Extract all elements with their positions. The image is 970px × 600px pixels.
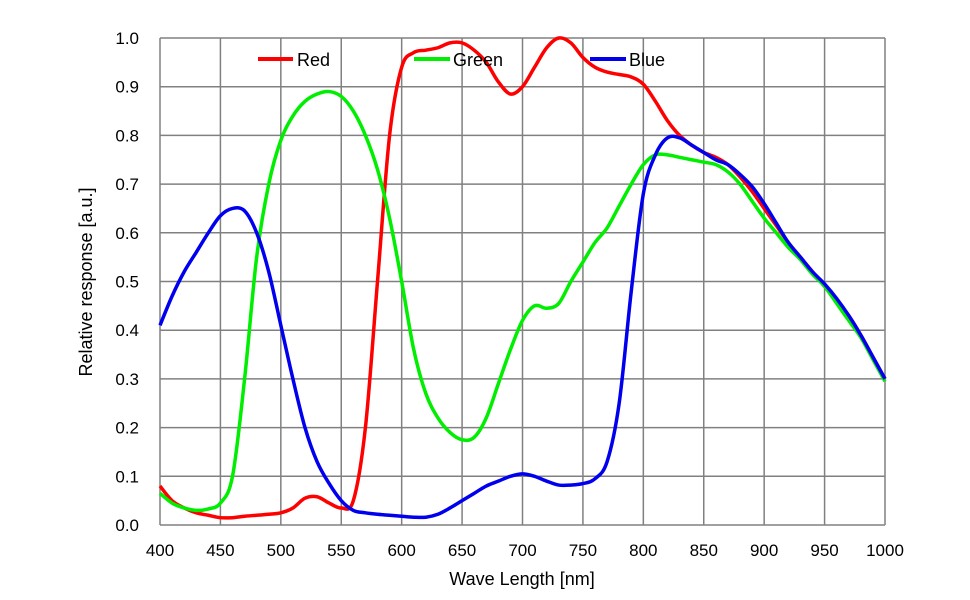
x-tick-label: 600 xyxy=(387,541,415,560)
series-line-blue xyxy=(158,134,887,520)
y-tick-label: 0.8 xyxy=(115,126,139,145)
grid xyxy=(159,37,886,526)
x-tick-label: 900 xyxy=(750,541,778,560)
legend-label-blue: Blue xyxy=(629,50,665,70)
x-tick-label: 550 xyxy=(327,541,355,560)
x-axis-title: Wave Length [nm] xyxy=(449,569,594,589)
x-tick-label: 750 xyxy=(569,541,597,560)
legend: Red Green Blue xyxy=(258,50,665,70)
x-tick-label: 1000 xyxy=(866,541,904,560)
x-tick-label: 850 xyxy=(690,541,718,560)
x-tick-label: 650 xyxy=(448,541,476,560)
y-tick-label: 0.7 xyxy=(115,175,139,194)
y-tick-label: 0.4 xyxy=(115,321,139,340)
legend-label-green: Green xyxy=(453,50,503,70)
series-lines xyxy=(158,36,887,520)
y-tick-label: 0.6 xyxy=(115,224,139,243)
series-line-green xyxy=(158,89,887,513)
y-tick-label: 0.2 xyxy=(115,419,139,438)
y-tick-label: 0.3 xyxy=(115,370,139,389)
x-tick-label: 400 xyxy=(146,541,174,560)
x-tick-label: 800 xyxy=(629,541,657,560)
y-axis-ticks: 0.0 0.1 0.2 0.3 0.4 0.5 0.6 0.7 0.8 0.9 1.0 xyxy=(115,29,139,535)
y-tick-label: 1.0 xyxy=(115,29,139,48)
series-line-red xyxy=(158,36,887,520)
x-axis-ticks: 400 450 500 550 600 650 700 750 800 850 900 950 1000 xyxy=(146,541,904,560)
x-tick-label: 950 xyxy=(810,541,838,560)
x-tick-label: 700 xyxy=(508,541,536,560)
y-tick-label: 0.0 xyxy=(115,516,139,535)
y-axis-title: Relative response [a.u.] xyxy=(76,187,96,376)
y-tick-label: 0.5 xyxy=(115,273,139,292)
y-tick-label: 0.1 xyxy=(115,467,139,486)
x-tick-label: 450 xyxy=(206,541,234,560)
x-tick-label: 500 xyxy=(267,541,295,560)
y-tick-label: 0.9 xyxy=(115,78,139,97)
legend-label-red: Red xyxy=(297,50,330,70)
